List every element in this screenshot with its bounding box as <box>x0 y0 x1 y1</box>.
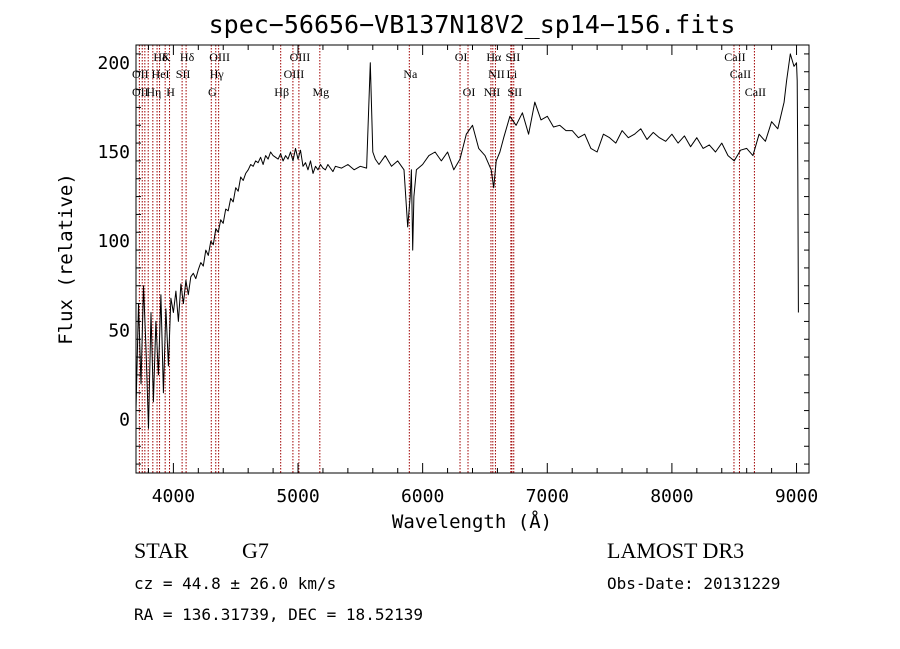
object-subclass: G7 <box>242 538 269 563</box>
y-tick-label: 200 <box>97 53 130 74</box>
line-label: OIII <box>284 67 305 81</box>
line-label: SII <box>506 50 521 64</box>
y-axis-label: Flux (relative) <box>55 173 77 345</box>
line-label: G <box>208 85 217 99</box>
line-label: OI <box>463 85 476 99</box>
x-tick-label: 4000 <box>152 486 195 507</box>
line-label: SII <box>507 85 522 99</box>
x-axis-ticks: 4000 5000 6000 7000 8000 9000 <box>147 45 818 507</box>
coordinates-text: RA = 136.31739, DEC = 18.52139 <box>134 605 423 624</box>
line-label: Li <box>507 67 518 81</box>
line-label: CaII <box>730 67 751 81</box>
line-label: H <box>166 85 175 99</box>
line-label: Hβ <box>274 85 289 99</box>
line-label: NII <box>488 67 505 81</box>
emission-line-markers <box>138 45 755 473</box>
redshift-text: cz = 44.8 ± 26.0 km/s <box>134 574 336 593</box>
x-tick-label: 6000 <box>401 486 444 507</box>
line-label: Na <box>403 67 418 81</box>
y-axis-ticks: 0 50 100 150 200 <box>97 53 809 465</box>
line-label: NII <box>484 85 501 99</box>
line-label: K <box>162 50 171 64</box>
x-tick-label: 9000 <box>775 486 818 507</box>
obs-date-text: Obs-Date: 20131229 <box>607 574 780 593</box>
line-label: CaII <box>724 50 745 64</box>
line-label: OIII <box>209 50 230 64</box>
line-label: HeI <box>152 67 170 81</box>
plot-frame <box>135 44 810 474</box>
x-tick-label: 5000 <box>276 486 319 507</box>
chart-title: spec−56656−VB137N18V2_sp14−156.fits <box>209 10 736 39</box>
y-tick-label: 100 <box>97 231 130 252</box>
spectrum-series <box>135 53 799 429</box>
spectrum-line <box>135 53 799 429</box>
line-label: Mg <box>312 85 329 99</box>
line-label: Hγ <box>210 67 225 81</box>
x-axis-label: Wavelength (Å) <box>392 510 552 533</box>
line-label: Hη <box>146 85 161 99</box>
x-tick-label: 8000 <box>650 486 693 507</box>
line-label: SII <box>176 67 191 81</box>
line-label: Hδ <box>180 50 195 64</box>
line-label: OIII <box>290 50 311 64</box>
line-label: OII <box>132 67 149 81</box>
x-tick-label: 7000 <box>526 486 569 507</box>
y-tick-label: 50 <box>108 320 130 341</box>
line-label: CaII <box>745 85 766 99</box>
survey-name: LAMOST DR3 <box>607 538 744 563</box>
y-tick-label: 150 <box>97 142 130 163</box>
line-label: Hα <box>486 50 502 64</box>
line-label: Hδ <box>153 50 168 64</box>
line-label: OI <box>455 50 468 64</box>
y-tick-label: 0 <box>119 410 130 431</box>
object-class: STAR <box>134 538 189 563</box>
